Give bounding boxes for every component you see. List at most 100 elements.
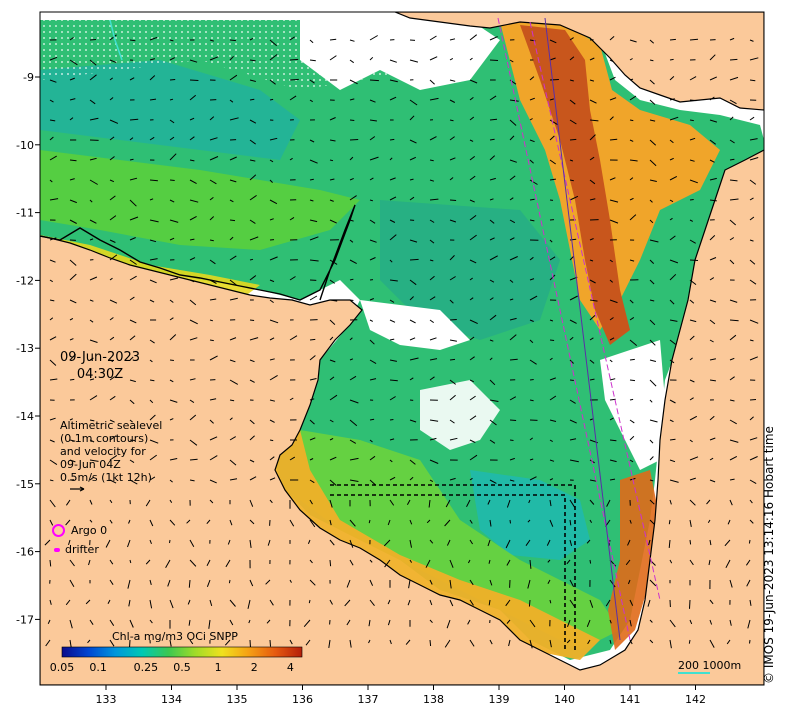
- velocity-arrow: [289, 335, 298, 341]
- velocity-arrow: [669, 76, 675, 81]
- velocity-arrow: [549, 339, 555, 341]
- velocity-arrow: [689, 335, 695, 341]
- velocity-arrow: [648, 539, 651, 546]
- velocity-arrow: [65, 599, 71, 606]
- velocity-arrow: [689, 38, 699, 41]
- velocity-arrow: [489, 59, 499, 61]
- velocity-arrow: [748, 539, 751, 544]
- velocity-arrow: [709, 358, 716, 361]
- velocity-arrow: [249, 174, 257, 181]
- velocity-arrow: [709, 257, 717, 261]
- velocity-arrow: [329, 376, 335, 381]
- velocity-arrow: [469, 156, 476, 161]
- velocity-arrow: [249, 579, 254, 587]
- velocity-arrow: [249, 319, 255, 321]
- velocity-arrow: [145, 559, 151, 565]
- velocity-arrow: [589, 198, 596, 201]
- velocity-arrow: [69, 98, 76, 101]
- velocity-arrow: [189, 94, 197, 101]
- velocity-arrow: [449, 339, 457, 342]
- velocity-arrow: [89, 179, 98, 185]
- velocity-arrow: [249, 419, 255, 425]
- velocity-arrow: [629, 39, 637, 43]
- velocity-arrow: [85, 599, 91, 605]
- velocity-arrow: [569, 539, 573, 547]
- cloud-gap-east: [600, 340, 665, 470]
- lon-tick-label: 134: [161, 693, 182, 706]
- velocity-arrow: [149, 539, 152, 544]
- velocity-arrow: [549, 178, 556, 181]
- velocity-arrow: [729, 334, 737, 341]
- velocity-arrow: [169, 153, 177, 161]
- velocity-arrow: [489, 357, 493, 361]
- velocity-arrow: [68, 539, 71, 546]
- velocity-arrow: [389, 396, 396, 401]
- lon-tick-label: 141: [620, 693, 641, 706]
- velocity-arrow: [189, 279, 195, 283]
- velocity-arrow: [689, 357, 693, 361]
- velocity-arrow: [444, 519, 451, 527]
- velocity-arrow: [329, 437, 334, 441]
- velocity-arrow: [89, 339, 98, 343]
- velocity-arrow: [189, 215, 197, 221]
- velocity-arrow: [629, 177, 634, 181]
- velocity-arrow: [169, 119, 175, 124]
- velocity-arrow: [589, 499, 595, 505]
- velocity-arrow: [409, 337, 416, 341]
- velocity-arrow: [549, 159, 556, 165]
- velocity-arrow: [529, 639, 533, 649]
- velocity-arrow: [729, 439, 739, 443]
- velocity-arrow: [329, 419, 334, 423]
- velocity-arrow: [49, 359, 57, 366]
- velocity-arrow: [149, 439, 159, 444]
- lon-tick-label: 135: [227, 693, 248, 706]
- velocity-arrow: [649, 579, 657, 587]
- velocity-arrow: [609, 439, 617, 442]
- velocity-arrow: [209, 319, 214, 322]
- land-new-guinea: [394, 12, 764, 111]
- velocity-arrow: [688, 639, 691, 644]
- velocity-arrow: [69, 77, 75, 81]
- velocity-arrow: [569, 319, 577, 324]
- velocity-arrow: [709, 139, 717, 145]
- velocity-arrow: [509, 237, 515, 241]
- velocity-arrow: [589, 337, 594, 341]
- velocity-arrow: [629, 316, 635, 321]
- velocity-arrow: [309, 479, 315, 484]
- altimetry-line: Altimetric sealevel: [60, 419, 163, 432]
- velocity-arrow: [489, 198, 494, 201]
- velocity-arrow: [309, 419, 315, 425]
- velocity-arrow: [69, 59, 78, 66]
- velocity-arrow: [589, 299, 598, 302]
- velocity-arrow: [269, 456, 275, 461]
- velocity-arrow: [509, 159, 517, 163]
- velocity-arrow: [369, 177, 374, 181]
- velocity-arrow: [188, 619, 191, 626]
- velocity-arrow: [349, 337, 353, 341]
- reference-velocity-arrowhead: [79, 486, 85, 492]
- velocity-arrow: [169, 219, 179, 223]
- velocity-arrow: [229, 74, 238, 81]
- argo-ring-icon: [52, 524, 65, 537]
- velocity-arrow: [749, 116, 755, 121]
- velocity-arrow: [586, 539, 591, 544]
- velocity-arrow: [467, 559, 471, 564]
- velocity-arrow: [129, 275, 137, 281]
- velocity-arrow: [269, 319, 279, 324]
- velocity-arrow: [369, 56, 374, 61]
- velocity-arrow: [169, 334, 177, 341]
- velocity-arrow: [65, 519, 71, 526]
- velocity-arrow: [429, 437, 437, 441]
- velocity-arrow: [749, 197, 754, 201]
- velocity-arrow: [389, 639, 392, 645]
- velocity-arrow: [349, 259, 357, 265]
- velocity-arrow: [409, 59, 419, 63]
- velocity-arrow: [509, 439, 514, 441]
- velocity-arrow: [149, 258, 158, 261]
- velocity-arrow: [629, 78, 634, 81]
- velocity-arrow: [49, 119, 56, 122]
- velocity-arrow: [45, 639, 51, 647]
- time-text: 04:30Z: [76, 367, 124, 382]
- velocity-arrow: [629, 299, 634, 304]
- velocity-arrow: [329, 117, 336, 121]
